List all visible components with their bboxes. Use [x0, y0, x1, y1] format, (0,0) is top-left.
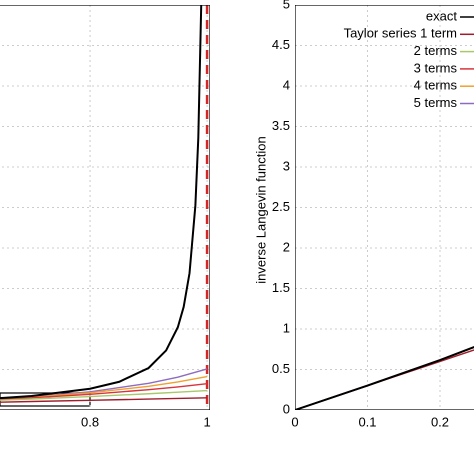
y-tick-label: 3.5 [272, 118, 290, 133]
y-tick-label: 0 [283, 401, 290, 416]
series-line [295, 349, 474, 410]
series-line [295, 346, 474, 410]
y-tick-label: 1 [283, 320, 290, 335]
legend-label: 5 terms [414, 95, 458, 110]
plot-area [0, 5, 210, 410]
series-line [0, 397, 208, 403]
x-tick-label: 0.2 [431, 414, 449, 429]
series-line [295, 345, 474, 410]
series-line [295, 346, 474, 410]
y-axis-label: inverse Langevin function [253, 136, 268, 283]
legend-label: exact [426, 8, 457, 23]
legend-label: 2 terms [414, 43, 458, 58]
x-tick-label: 0 [291, 414, 298, 429]
x-tick-label: 0.8 [81, 414, 99, 429]
legend-label: 3 terms [414, 60, 458, 75]
series-line [295, 346, 474, 410]
legend-label: Taylor series 1 term [344, 26, 457, 41]
x-tick-label: 0.1 [358, 414, 376, 429]
zoom-box [0, 392, 91, 407]
series-line [295, 346, 474, 410]
y-tick-label: 3 [283, 158, 290, 173]
series-line [0, 5, 203, 400]
y-tick-label: 4 [283, 77, 290, 92]
y-tick-label: 2 [283, 239, 290, 254]
plot-area [295, 5, 474, 410]
y-tick-label: 2.5 [272, 199, 290, 214]
series-line [0, 382, 208, 401]
y-tick-label: 4.5 [272, 37, 290, 52]
x-tick-label: 1 [203, 414, 210, 429]
y-tick-label: 5 [283, 0, 290, 11]
series-line [0, 389, 208, 401]
legend-label: 4 terms [414, 78, 458, 93]
y-tick-label: 1.5 [272, 280, 290, 295]
y-tick-label: 0.5 [272, 361, 290, 376]
